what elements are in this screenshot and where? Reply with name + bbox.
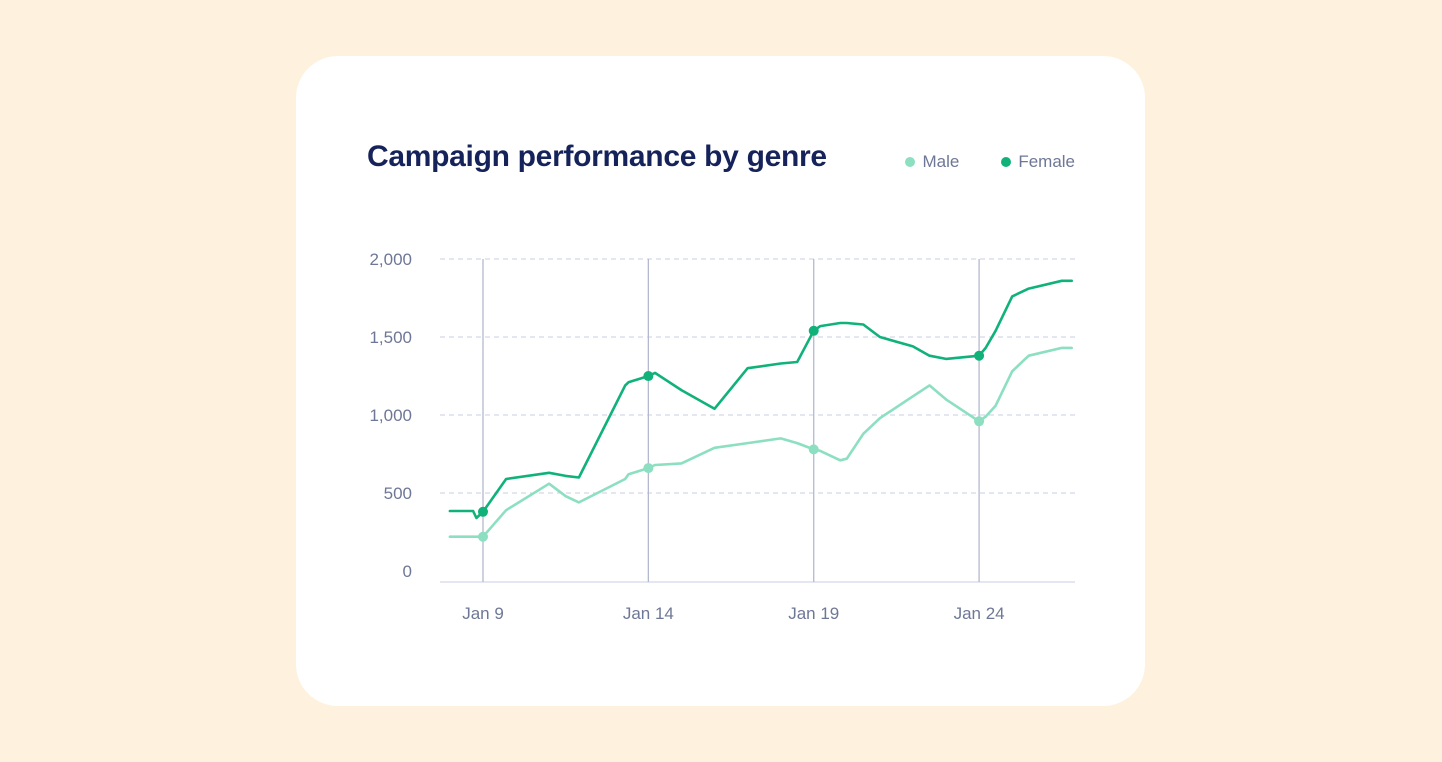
legend-dot-female-icon — [1001, 157, 1012, 167]
data-point-male — [974, 416, 985, 427]
y-tick-label: 1,000 — [369, 406, 412, 425]
legend-label-female: Female — [1018, 152, 1075, 171]
y-tick-label: 1,500 — [369, 328, 412, 347]
data-point-female — [808, 325, 819, 336]
chart-title: Campaign performance by genre — [367, 140, 827, 173]
legend-label-male: Male — [922, 152, 960, 171]
x-tick-label: Jan 14 — [623, 604, 674, 623]
legend-item-female[interactable]: Female — [1001, 152, 1075, 172]
data-point-female — [974, 350, 985, 361]
chart-legend: Male Female — [905, 152, 1075, 172]
data-point-male — [808, 444, 819, 455]
data-point-male — [643, 463, 654, 474]
x-tick-label: Jan 9 — [462, 604, 504, 623]
series-line-female — [448, 279, 1073, 520]
data-point-male — [477, 531, 488, 542]
x-tick-label: Jan 19 — [788, 604, 839, 623]
y-tick-label: 2,000 — [369, 250, 412, 269]
data-point-female — [477, 506, 488, 517]
legend-dot-male-icon — [905, 157, 916, 167]
chart-card: Campaign performance by genre Male Femal… — [296, 56, 1145, 706]
series-line-male — [448, 346, 1073, 539]
y-tick-label: 500 — [384, 484, 412, 503]
legend-item-male[interactable]: Male — [905, 152, 959, 172]
data-point-female — [643, 371, 654, 382]
y-tick-label: 0 — [403, 562, 412, 581]
x-tick-label: Jan 24 — [954, 604, 1005, 623]
